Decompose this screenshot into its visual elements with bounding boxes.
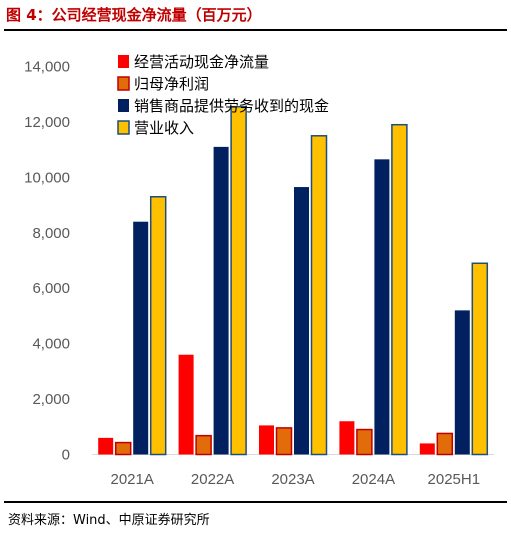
title-divider (4, 29, 507, 31)
bars (98, 105, 489, 456)
bar-3-2025H1 (454, 310, 470, 455)
x-tick-label: 2023A (271, 471, 314, 488)
bar-4-2022A (230, 105, 247, 456)
y-tick-label: 14,000 (24, 59, 70, 76)
legend-label: 经营活动现金净流量 (134, 53, 269, 71)
bar-3-2024A (374, 159, 390, 455)
bar-2-2025H1 (436, 432, 454, 456)
bar-2-2023A (275, 427, 293, 456)
y-tick-label: 12,000 (24, 114, 70, 131)
bar-2-2022A (195, 434, 212, 456)
axes: 0 2,000 4,000 6,000 8,000 10,000 12,000 14,000 2… (24, 59, 494, 488)
bar-4-2025H1 (471, 262, 489, 456)
legend-swatch (117, 76, 130, 91)
bar-chart: 0 2,000 4,000 6,000 8,000 10,000 12,000 14,000 2… (24, 53, 494, 488)
bar-2-2024A (356, 428, 373, 456)
bar-4-2021A (149, 196, 167, 456)
legend-label: 营业收入 (134, 119, 194, 137)
y-tick-label: 6,000 (32, 280, 70, 297)
legend-label: 归母净利润 (134, 75, 209, 93)
y-tick-label: 0 (62, 447, 70, 464)
bar-3-2022A (213, 146, 229, 455)
bar-1-2023A (259, 425, 274, 455)
x-tick-label: 2025H1 (428, 471, 481, 488)
y-tick-label: 4,000 (32, 336, 70, 353)
bar-4-2023A (310, 135, 328, 456)
legend-label: 销售商品提供劳务收到的现金 (134, 97, 329, 115)
bar-3-2021A (133, 221, 149, 455)
x-tick-label: 2024A (352, 471, 395, 488)
legend-swatch (117, 120, 130, 135)
bar-1-2025H1 (419, 443, 435, 455)
figure-title: 图 4：公司经营现金净流量（百万元） (6, 6, 262, 24)
x-tick-label: 2022A (191, 471, 234, 488)
y-tick-label: 10,000 (24, 169, 70, 186)
bar-4-2024A (391, 123, 408, 456)
source-divider (4, 501, 507, 503)
bar-1-2021A (98, 437, 114, 455)
bar-1-2022A (178, 354, 194, 455)
legend-swatch (118, 55, 129, 68)
bar-3-2023A (294, 187, 309, 455)
y-tick-label: 2,000 (32, 391, 70, 408)
bar-1-2024A (339, 421, 355, 455)
y-tick-label: 8,000 (32, 225, 70, 242)
x-tick-label: 2021A (111, 471, 154, 488)
bar-2-2021A (114, 441, 132, 456)
legend-swatch (118, 99, 129, 112)
source-note: 资料来源：Wind、中原证券研究所 (8, 513, 210, 528)
